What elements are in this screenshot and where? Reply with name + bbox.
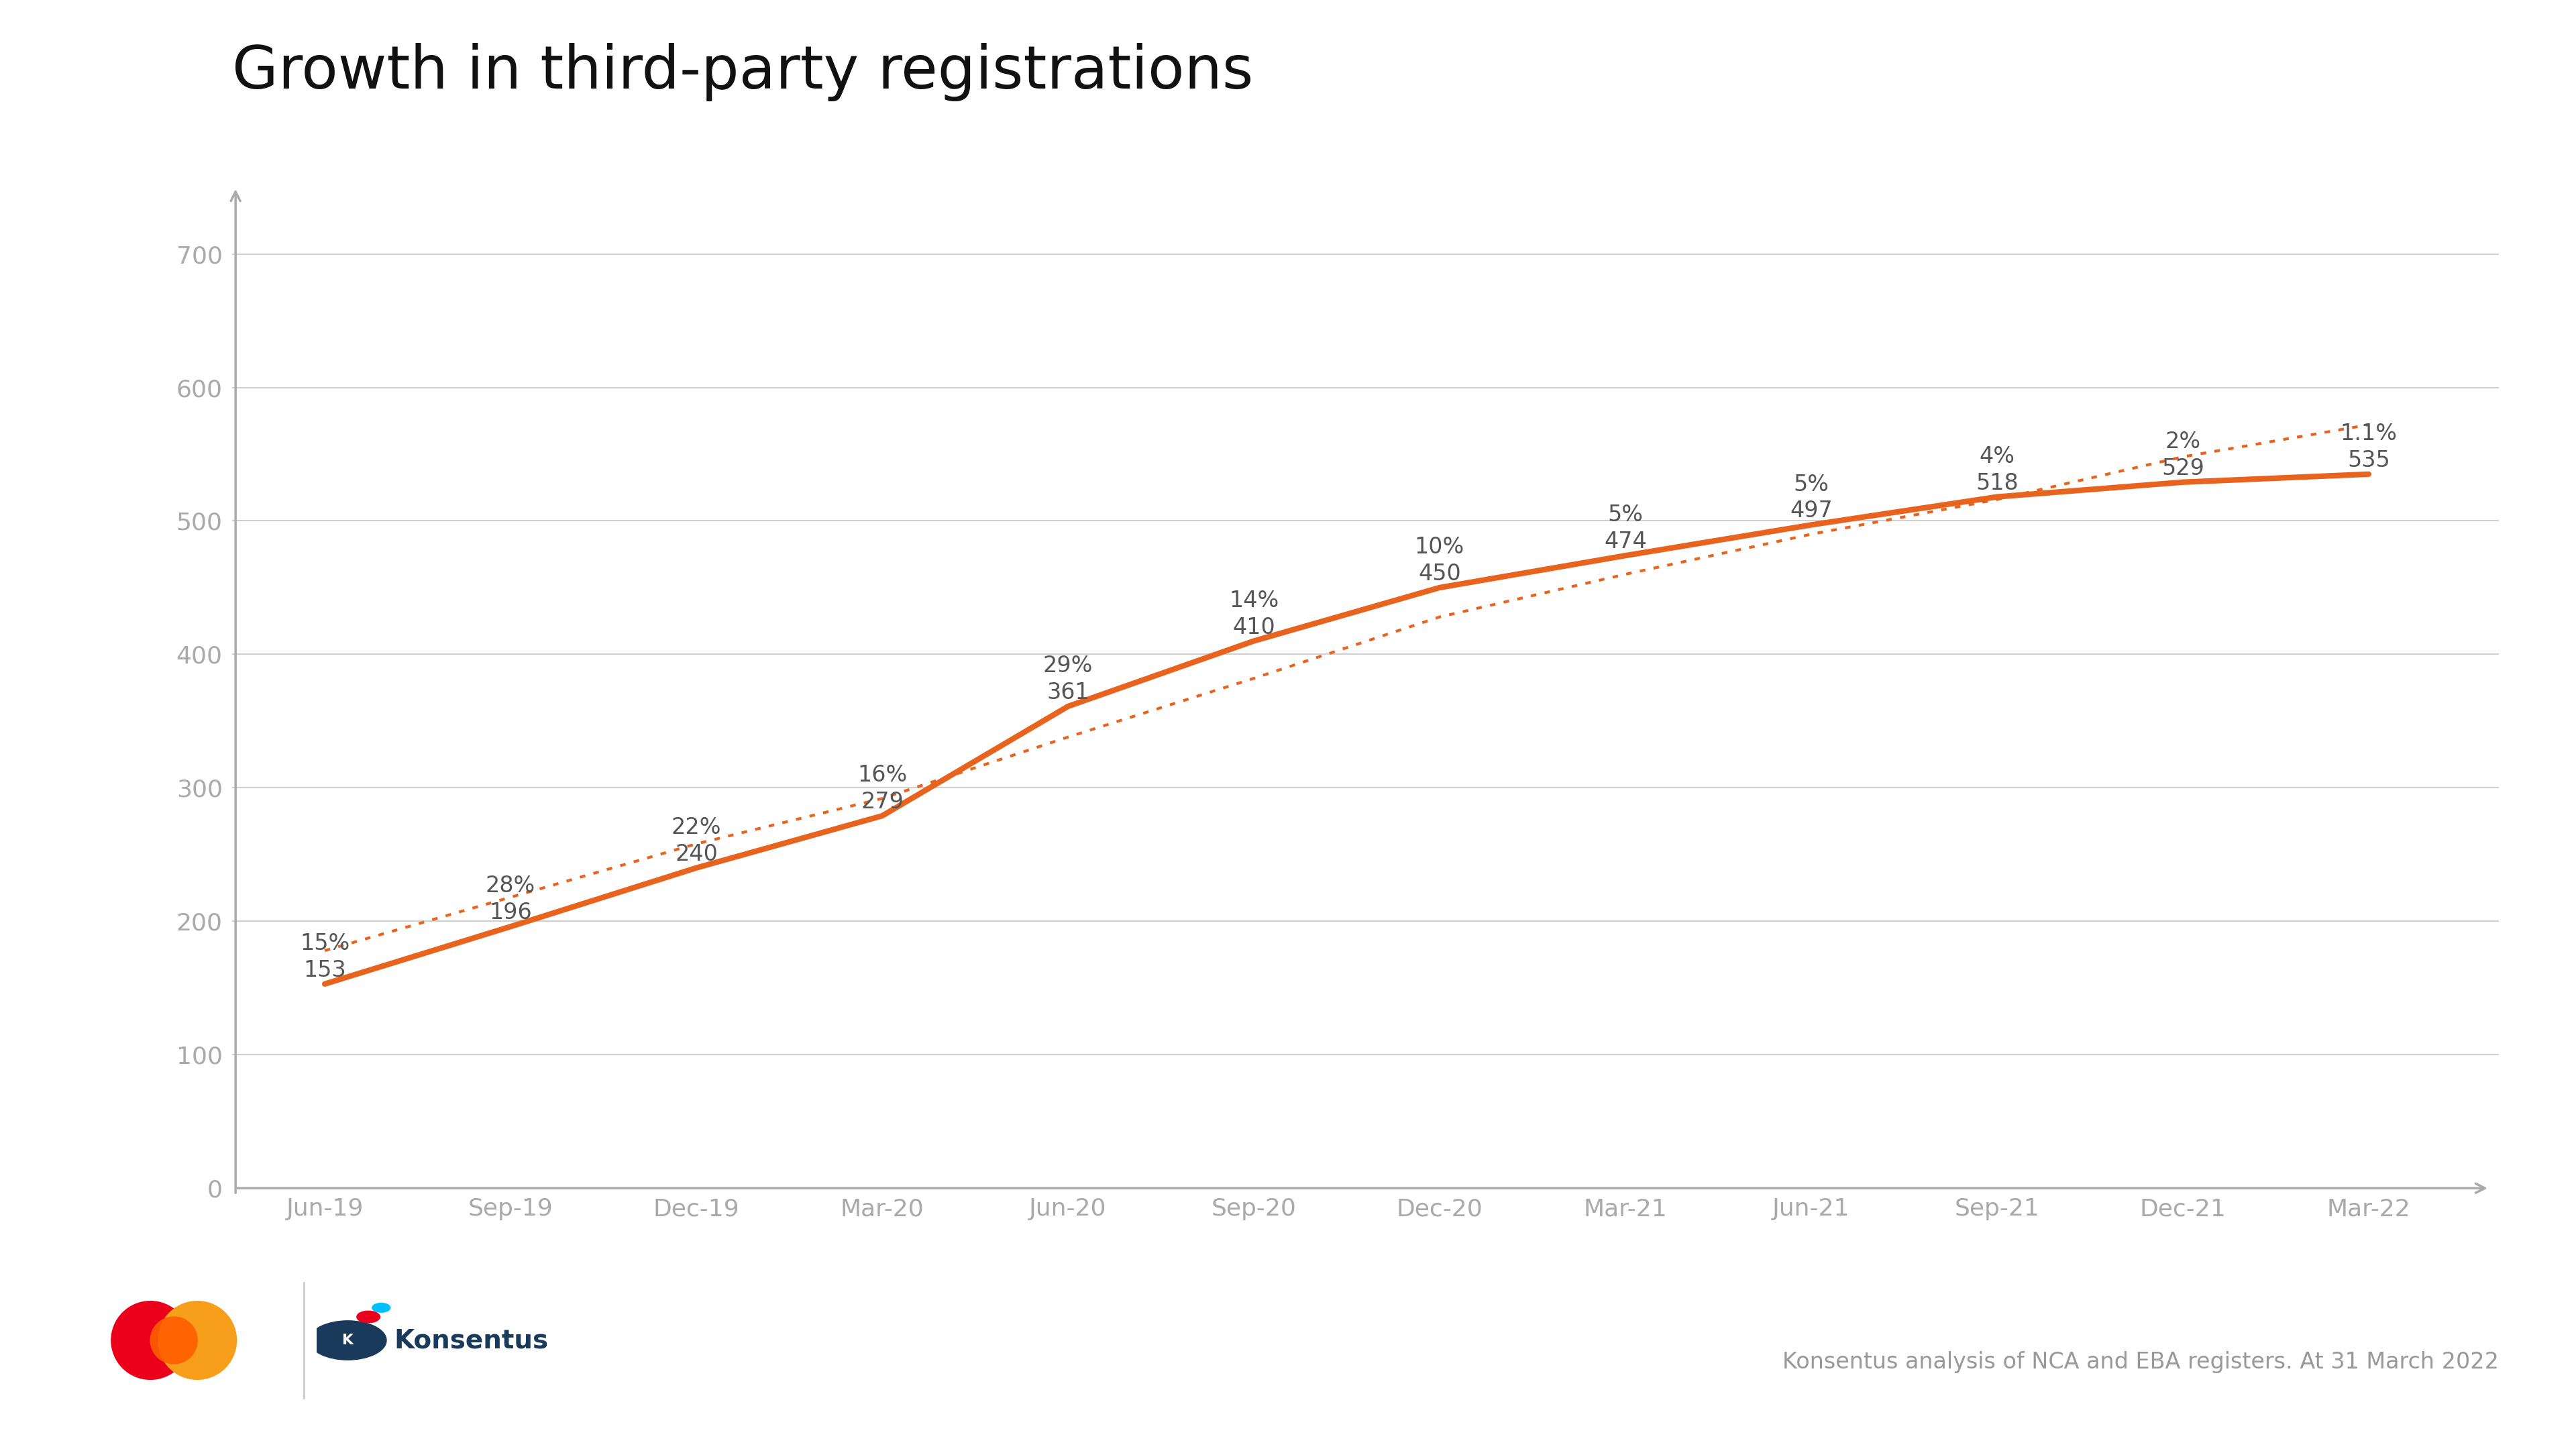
Text: K: K [343, 1333, 353, 1348]
Text: 28%: 28% [487, 875, 536, 897]
Text: 535: 535 [2347, 449, 2391, 471]
Text: Growth in third-party registrations: Growth in third-party registrations [232, 43, 1252, 101]
Text: 518: 518 [1976, 472, 2020, 494]
Circle shape [355, 1311, 381, 1323]
Text: 450: 450 [1419, 562, 1461, 585]
Circle shape [149, 1317, 198, 1364]
Text: 529: 529 [2161, 458, 2205, 480]
Text: 4%: 4% [1978, 445, 2014, 468]
Text: 153: 153 [304, 959, 345, 981]
Text: 1.1%: 1.1% [2339, 423, 2398, 445]
Text: 2%: 2% [2164, 430, 2200, 452]
Circle shape [157, 1301, 237, 1379]
Text: 361: 361 [1046, 681, 1090, 704]
Text: 5%: 5% [1607, 504, 1643, 526]
Text: 14%: 14% [1229, 590, 1278, 611]
Text: 410: 410 [1231, 616, 1275, 639]
Circle shape [309, 1321, 386, 1359]
Text: 474: 474 [1605, 530, 1646, 554]
Text: 29%: 29% [1043, 655, 1092, 677]
Text: 10%: 10% [1414, 536, 1466, 558]
Text: 196: 196 [489, 901, 531, 924]
Circle shape [111, 1301, 191, 1379]
Text: 240: 240 [675, 843, 719, 865]
Text: Konsentus analysis of NCA and EBA registers. At 31 March 2022: Konsentus analysis of NCA and EBA regist… [1783, 1350, 2499, 1374]
Text: 497: 497 [1790, 500, 1832, 522]
Text: 15%: 15% [299, 933, 350, 955]
Text: Konsentus: Konsentus [394, 1327, 549, 1353]
Text: 16%: 16% [858, 764, 907, 787]
Text: 5%: 5% [1793, 474, 1829, 496]
Text: 22%: 22% [672, 816, 721, 839]
Text: 279: 279 [860, 791, 904, 813]
Circle shape [371, 1303, 392, 1313]
